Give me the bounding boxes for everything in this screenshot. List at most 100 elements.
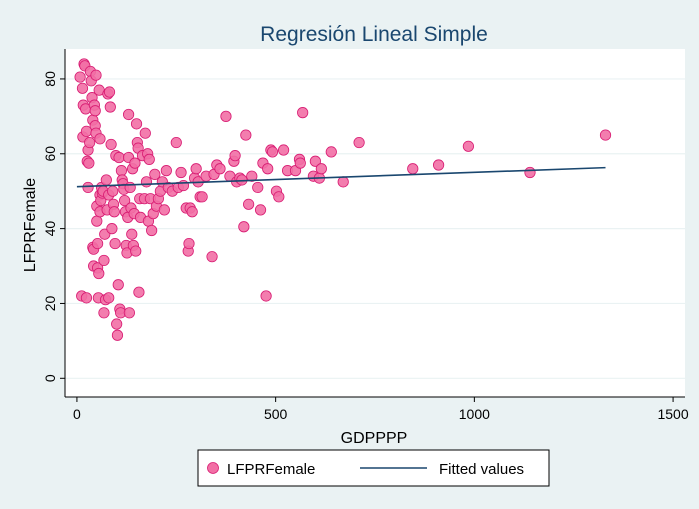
scatter-point	[100, 174, 112, 186]
scatter-point	[160, 165, 172, 177]
scatter-point	[229, 150, 241, 162]
scatter-point	[262, 163, 274, 175]
legend: LFPRFemale Fitted values	[197, 449, 550, 487]
scatter-point	[462, 140, 474, 152]
scatter-point	[105, 138, 117, 151]
scatter-point	[98, 307, 110, 319]
scatter-point	[91, 215, 103, 227]
scatter-point	[111, 318, 123, 330]
scatter-point	[337, 176, 349, 188]
scatter-point	[130, 118, 143, 130]
scatter-point	[315, 163, 327, 175]
legend-scatter-marker	[207, 462, 219, 474]
scatter-point	[126, 228, 138, 240]
scatter-point	[103, 292, 115, 304]
scatter-point	[196, 191, 208, 203]
scatter-point	[94, 133, 106, 145]
plot-area	[65, 49, 685, 397]
fitted-line	[76, 166, 606, 188]
scatter-point	[170, 136, 182, 149]
grid-layer	[65, 78, 685, 379]
scatter-point	[119, 194, 131, 207]
scatter-point	[407, 163, 419, 175]
legend-label-scatter: LFPRFemale	[227, 461, 315, 478]
scatter-point	[220, 110, 232, 122]
scatter-point	[89, 105, 101, 117]
scatter-point	[82, 181, 94, 194]
scatter-point	[254, 204, 267, 216]
scatter-point	[277, 144, 290, 156]
scatter-point	[83, 157, 95, 169]
scatter-point	[122, 108, 135, 121]
scatter-point	[80, 292, 93, 304]
scatter-point	[246, 170, 258, 182]
x-tick-label: 0	[73, 406, 81, 422]
scatter-point	[146, 224, 158, 237]
legend-label-line: Fitted values	[439, 461, 524, 478]
scatter-point	[76, 82, 89, 94]
scatter-point	[123, 307, 135, 319]
scatter-point	[214, 163, 226, 175]
y-tick-label: 80	[42, 71, 58, 87]
scatter-point	[103, 86, 116, 98]
chart-title: Regresión Lineal Simple	[260, 23, 488, 46]
scatter-point	[158, 204, 170, 216]
scatter-point	[106, 223, 118, 235]
scatter-point	[149, 168, 161, 180]
x-axis-label: GDPPPP	[341, 430, 408, 447]
scatter-point	[524, 166, 536, 179]
y-axis-label: LFPRFemale	[22, 178, 39, 272]
y-tick-label: 40	[42, 221, 58, 237]
scatter-point	[104, 101, 116, 113]
scatter-point	[432, 159, 445, 171]
scatter-point	[112, 279, 124, 291]
scatter-point	[206, 251, 218, 263]
scatter-point	[84, 136, 96, 149]
y-tick-label: 0	[42, 374, 58, 382]
scatter-point	[115, 165, 128, 177]
scatter-point	[109, 237, 121, 250]
scatter-point	[353, 136, 365, 149]
axes-layer: 0 20 40 60 80 0 500 1000 1500	[42, 49, 689, 422]
scatter-point	[108, 206, 120, 218]
scatter-point	[113, 151, 125, 164]
scatter-point	[130, 245, 142, 257]
scatter-point	[91, 237, 104, 250]
scatter-point	[309, 155, 321, 167]
scatter-point	[129, 157, 141, 169]
scatter-point	[175, 166, 187, 179]
scatter-point	[143, 153, 155, 165]
scatter-point	[294, 157, 306, 169]
scatter-point	[266, 146, 279, 158]
x-tick-label: 1500	[657, 406, 688, 422]
scatter-point	[325, 146, 337, 158]
scatter-point	[190, 163, 202, 175]
scatter-point	[93, 267, 105, 280]
scatter-point	[107, 185, 119, 197]
y-tick-label: 60	[42, 146, 58, 162]
x-tick-label: 1000	[459, 406, 490, 422]
scatter-point	[186, 206, 198, 218]
scatter-point	[243, 198, 255, 210]
scatter-point	[133, 286, 145, 298]
scatter-point	[260, 290, 272, 302]
scatter-point	[297, 107, 309, 119]
scatter-point	[139, 127, 151, 139]
scatter-point	[90, 69, 102, 81]
scatter-point	[240, 129, 252, 141]
scatter-point	[273, 191, 285, 203]
scatter-point	[140, 176, 153, 188]
series-layer	[74, 58, 612, 341]
scatter-point	[124, 181, 136, 194]
y-tick-label: 20	[42, 295, 58, 311]
scatter-point	[599, 129, 612, 141]
scatter-point	[183, 237, 195, 250]
scatter-point	[252, 181, 264, 194]
x-tick-label: 500	[264, 406, 288, 422]
scatter-point	[98, 254, 110, 267]
scatter-point	[238, 221, 250, 233]
scatter-point	[74, 71, 86, 83]
scatter-point	[111, 329, 124, 341]
